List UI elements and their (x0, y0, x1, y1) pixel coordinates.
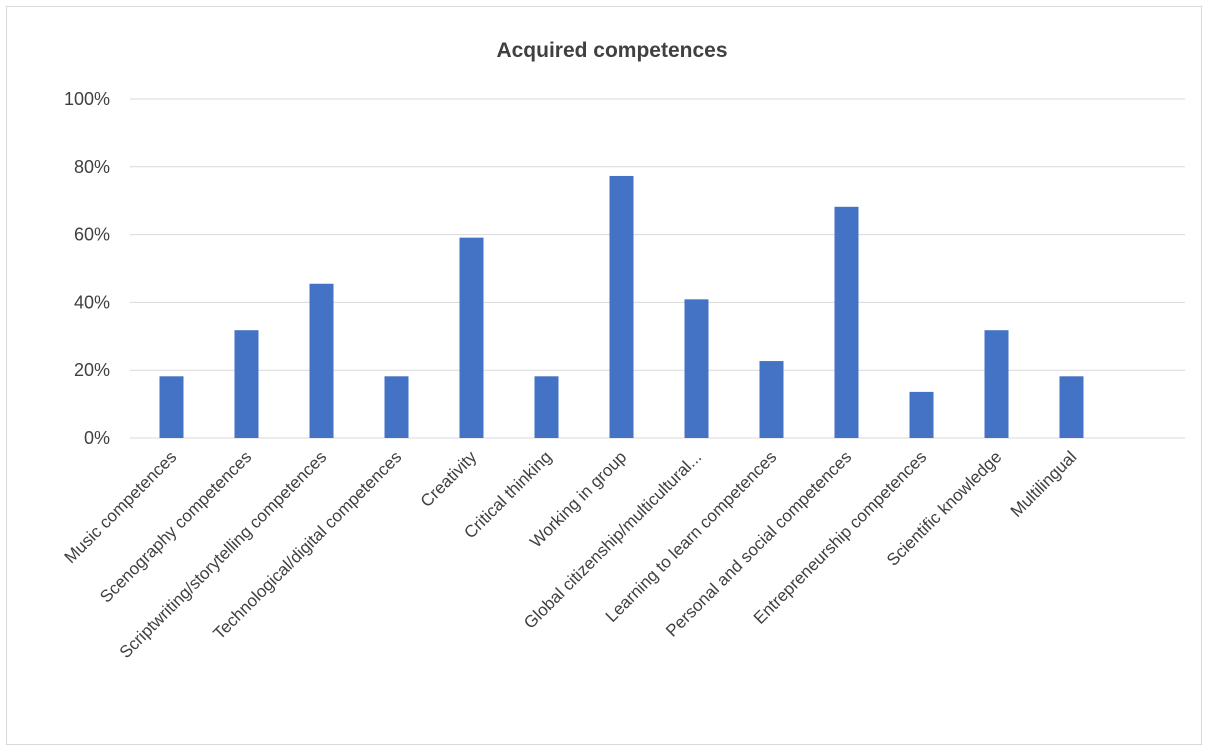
y-axis-tick-labels: 0% 20% 40% 60% 80% 100% (64, 89, 110, 448)
bar (1059, 376, 1084, 438)
bar (909, 391, 934, 438)
bar (234, 330, 259, 438)
y-tick-label: 100% (64, 89, 110, 109)
bar (684, 299, 709, 438)
bar (384, 376, 409, 438)
bars (159, 175, 1084, 438)
bar (984, 330, 1009, 438)
x-category-label: Multilingual (1007, 447, 1081, 521)
y-tick-label: 20% (74, 360, 110, 380)
x-category-label: Scenography competences (96, 447, 255, 606)
bar (609, 175, 634, 438)
bar (759, 361, 784, 438)
chart-title: Acquired competences (496, 39, 727, 62)
gridlines (130, 98, 1185, 439)
bar (159, 376, 184, 438)
bar (309, 283, 334, 438)
bar (459, 237, 484, 438)
y-tick-label: 0% (84, 428, 110, 448)
y-tick-label: 80% (74, 157, 110, 177)
y-tick-label: 40% (74, 292, 110, 312)
y-tick-label: 60% (74, 225, 110, 245)
bar (834, 206, 859, 438)
x-category-label: Creativity (417, 447, 481, 511)
bar (534, 376, 559, 438)
